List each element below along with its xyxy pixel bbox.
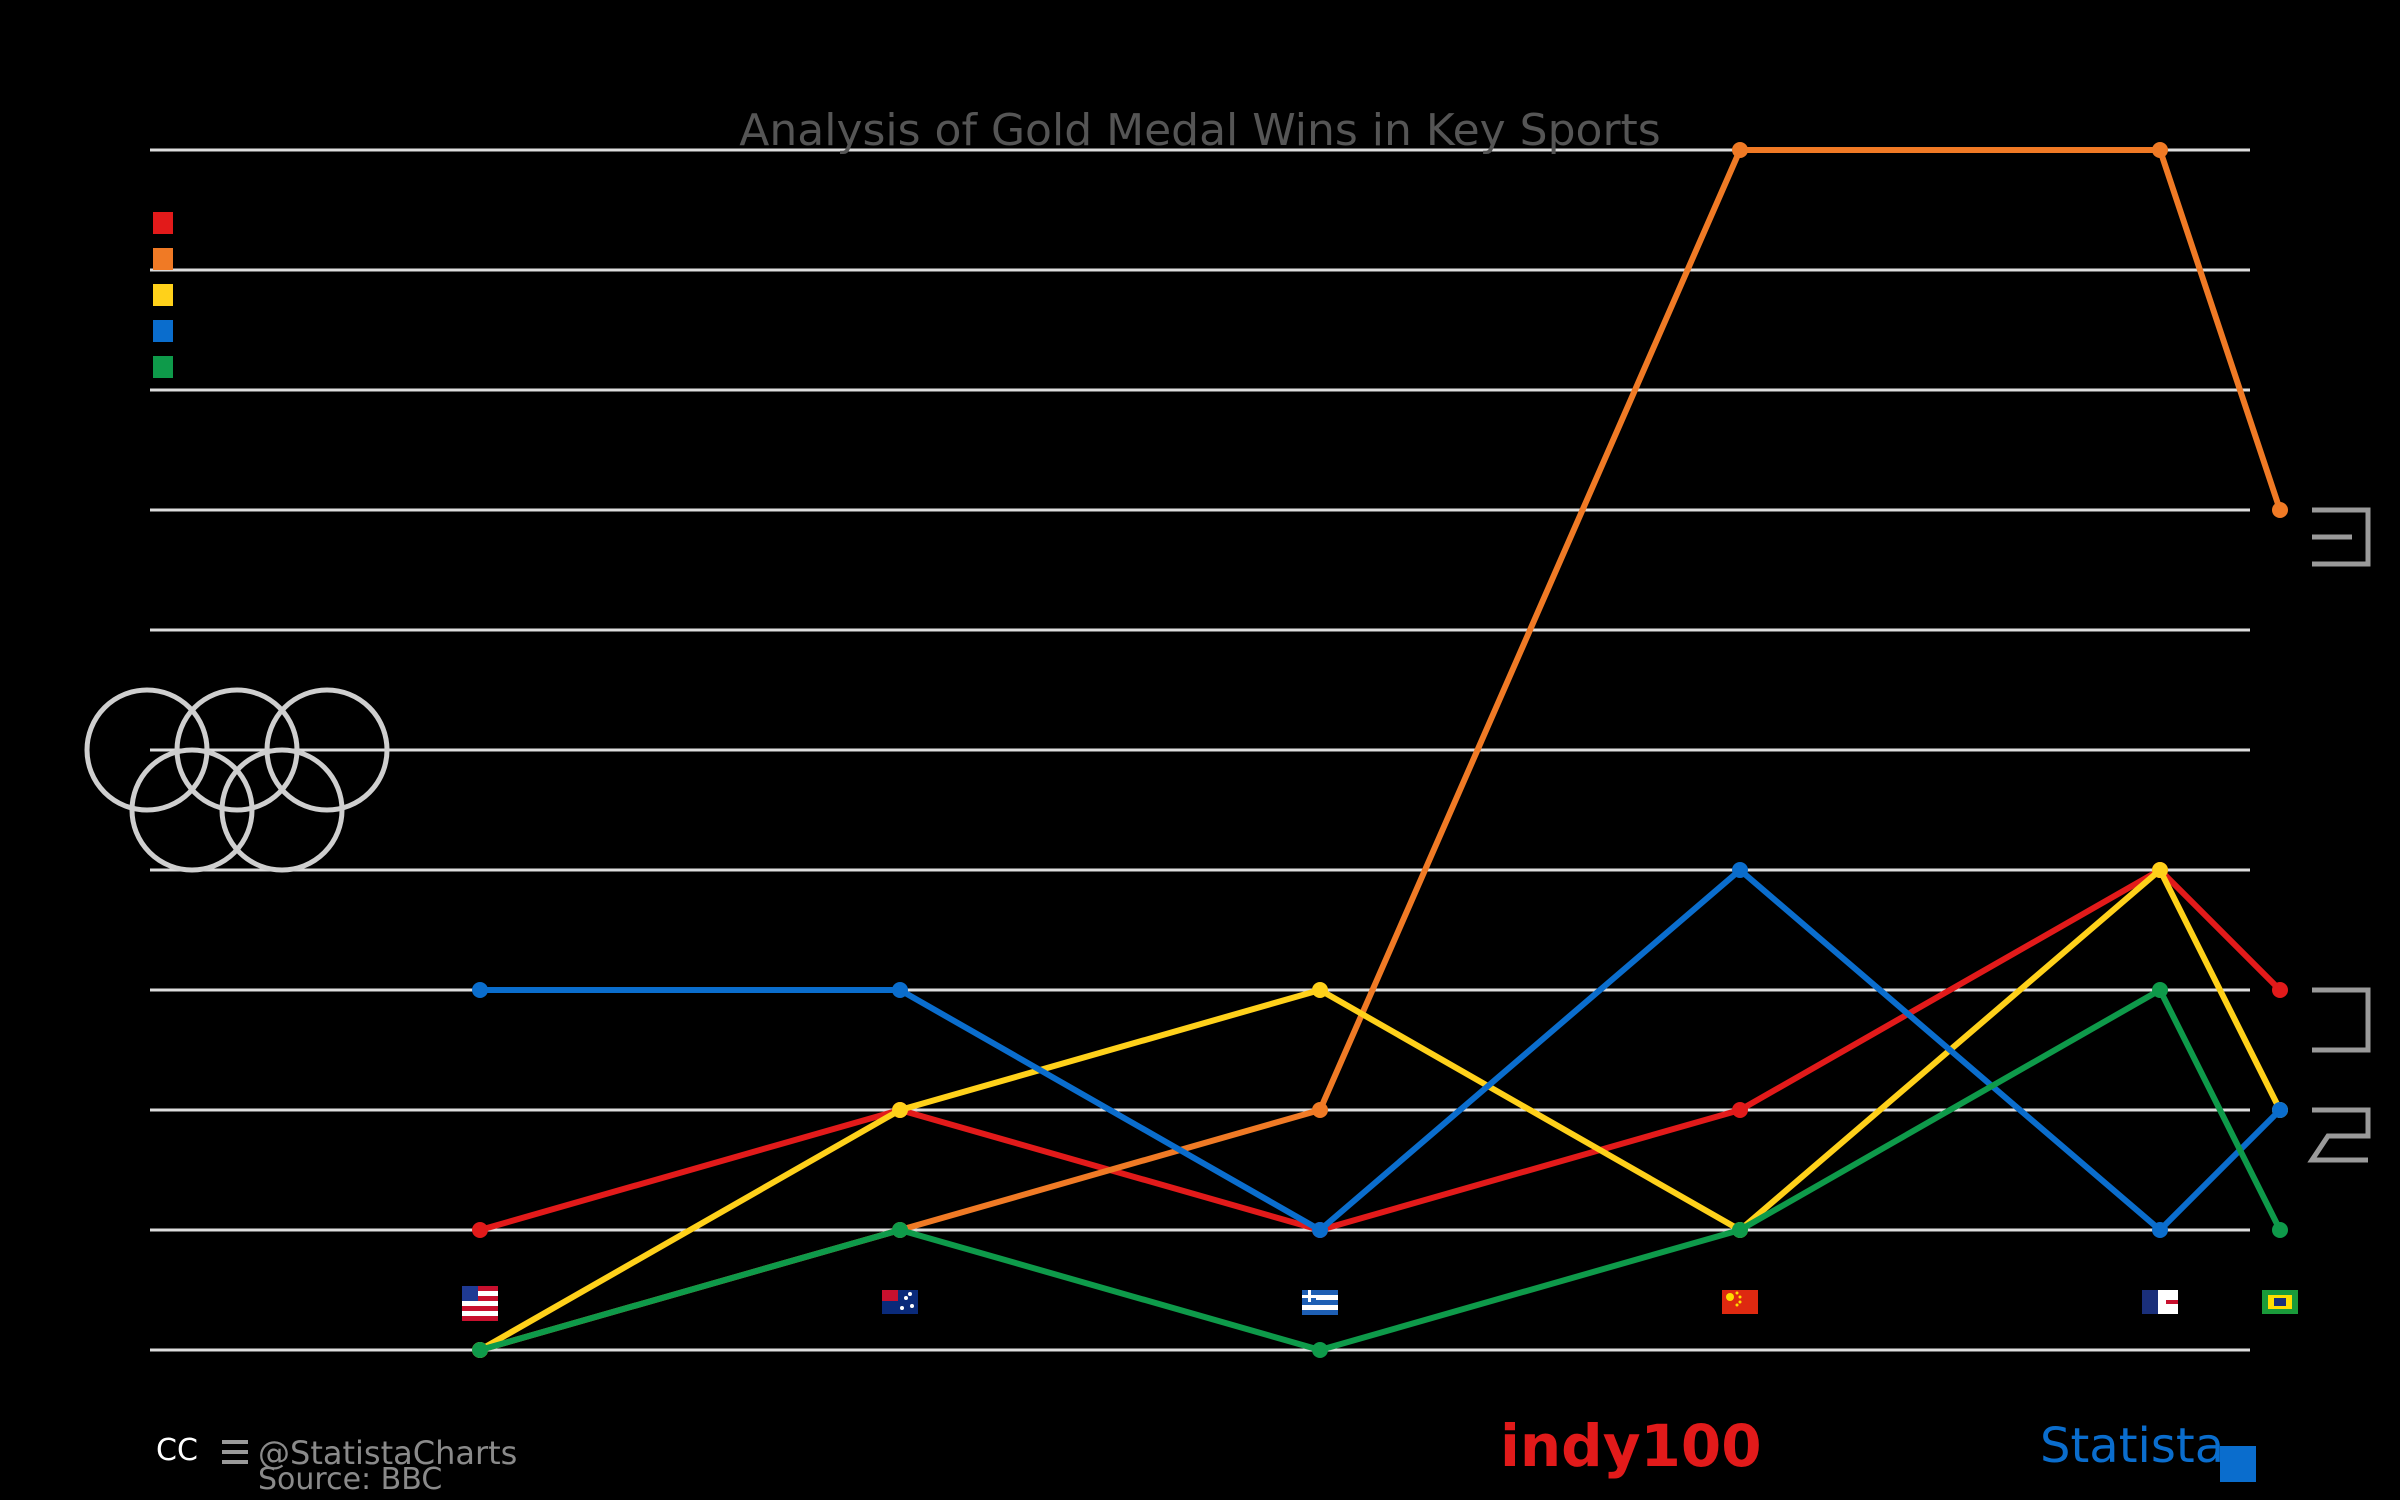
indy100-logo: indy100 xyxy=(1500,1412,1762,1480)
data-point xyxy=(1732,1102,1748,1118)
data-point xyxy=(472,1342,488,1358)
menu-icon xyxy=(222,1440,248,1464)
boxing-icon xyxy=(2312,507,2371,567)
data-point xyxy=(2152,1222,2168,1238)
swimming-icon xyxy=(2312,987,2371,1053)
legend-swatch xyxy=(153,212,173,234)
data-point xyxy=(892,1222,908,1238)
data-point xyxy=(472,982,488,998)
usa-flag-icon xyxy=(462,1286,498,1321)
country-flags xyxy=(462,1286,2298,1321)
legend-swatch xyxy=(153,320,173,342)
data-point xyxy=(2152,862,2168,878)
olympic-rings-icon xyxy=(84,687,390,873)
series-line xyxy=(479,867,2283,1233)
brazil-flag-icon xyxy=(2262,1290,2298,1314)
uk-flag-icon xyxy=(2142,1290,2178,1314)
china-flag-icon xyxy=(1722,1290,1758,1314)
chart-title: Analysis of Gold Medal Wins in Key Sport… xyxy=(739,105,1660,156)
legend-swatch xyxy=(153,248,173,270)
grid-lines xyxy=(150,148,2250,1352)
data-point xyxy=(472,1222,488,1238)
source-note: Source: BBC xyxy=(258,1462,443,1497)
data-point xyxy=(1312,1102,1328,1118)
statista-handle: @StatistaCharts xyxy=(258,1434,518,1472)
statista-logo: Statista xyxy=(2040,1418,2225,1474)
data-point xyxy=(1312,1342,1328,1358)
australia-flag-icon xyxy=(882,1290,918,1314)
statista-logo-mark xyxy=(2220,1446,2256,1482)
data-point xyxy=(2272,982,2288,998)
data-point xyxy=(1312,1222,1328,1238)
data-point xyxy=(2152,982,2168,998)
data-point xyxy=(1312,982,1328,998)
greece-flag-icon xyxy=(1302,1290,1338,1315)
cycling-icon xyxy=(2307,1107,2371,1163)
data-point xyxy=(1732,862,1748,878)
data-point xyxy=(2272,1102,2288,1118)
data-point xyxy=(1732,1222,1748,1238)
legend-swatch xyxy=(153,356,173,378)
data-point xyxy=(892,1102,908,1118)
data-point xyxy=(2272,1222,2288,1238)
sport-icons xyxy=(2307,507,2371,1163)
data-point xyxy=(2152,142,2168,158)
series-3 xyxy=(472,862,2288,1238)
series-line xyxy=(480,867,2283,1233)
data-point xyxy=(1732,142,1748,158)
license-badge: CC xyxy=(156,1433,198,1468)
series-line xyxy=(478,867,2283,1353)
series-line xyxy=(479,987,2283,1353)
legend xyxy=(153,212,173,378)
series-4 xyxy=(472,982,2288,1358)
data-point xyxy=(2272,502,2288,518)
legend-swatch xyxy=(153,284,173,306)
data-point xyxy=(892,982,908,998)
series-lines xyxy=(472,142,2288,1358)
